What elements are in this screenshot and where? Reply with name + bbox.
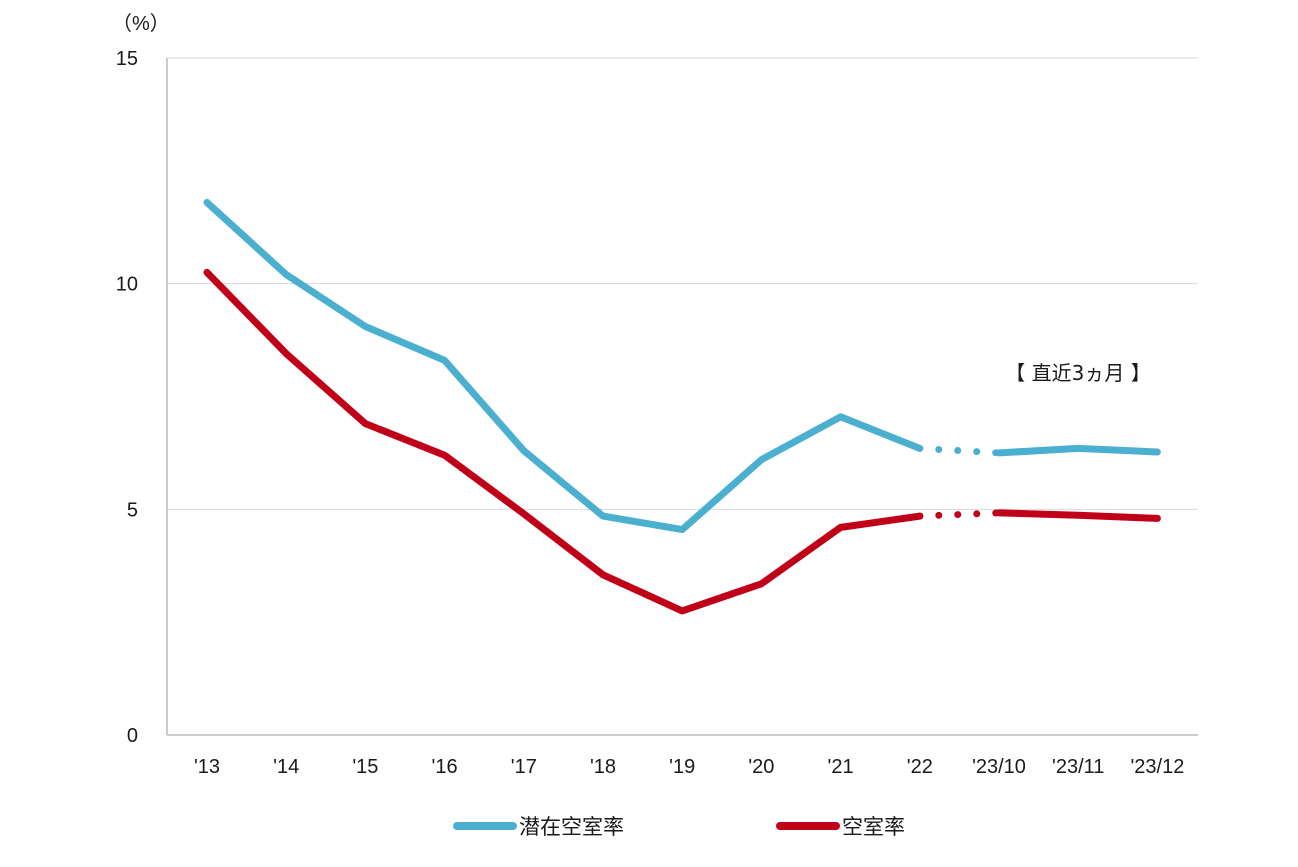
x-tick-label-9: '22	[907, 756, 933, 778]
x-tick-label-0: '13	[194, 756, 220, 778]
series-0-line-monthly	[995, 444, 1161, 457]
gridlines	[167, 57, 1198, 510]
series-lines	[203, 198, 1161, 615]
series-1	[203, 268, 1161, 615]
series-0-line-connector	[916, 444, 1003, 457]
x-tick-label-5: '18	[590, 756, 616, 778]
series-1-line-monthly	[995, 509, 1161, 522]
x-tick-label-7: '20	[748, 756, 774, 778]
x-tick-label-11: '23/11	[1052, 756, 1104, 778]
legend-label-1: 空室率	[842, 815, 905, 839]
y-tick-label-1: 5	[127, 499, 138, 521]
x-tick-label-12: '23/12	[1130, 756, 1184, 778]
x-tick-label-1: '14	[273, 756, 299, 778]
x-tick-label-8: '21	[828, 756, 854, 778]
x-tick-label-6: '19	[669, 756, 695, 778]
series-1-line-connector	[916, 509, 1003, 520]
y-tick-labels: 0 5 10 15	[116, 48, 138, 747]
y-tick-label-0: 0	[127, 725, 138, 747]
x-tick-label-10: '23/10	[972, 756, 1026, 778]
y-tick-label-3: 15	[116, 48, 138, 70]
series-0	[203, 198, 1161, 534]
x-tick-labels: '13 '14 '15 '16 '17 '18 '19 '20 '21 '22 '23/10 '23/…	[194, 756, 1184, 778]
recent-months-annotation: 【 直近3ヵ月 】	[1005, 361, 1150, 385]
legend: 潜在空室率 空室率	[453, 815, 905, 839]
x-tick-label-2: '15	[352, 756, 378, 778]
legend-item-0: 潜在空室率	[453, 815, 624, 839]
x-tick-label-4: '17	[511, 756, 537, 778]
series-0-line-annual	[203, 198, 924, 534]
y-tick-label-2: 10	[116, 274, 138, 296]
legend-item-1: 空室率	[776, 815, 905, 839]
series-1-line-annual	[203, 268, 924, 615]
x-tick-label-3: '16	[432, 756, 458, 778]
legend-label-0: 潜在空室率	[519, 815, 624, 839]
y-axis-unit-label: （%）	[112, 12, 170, 35]
